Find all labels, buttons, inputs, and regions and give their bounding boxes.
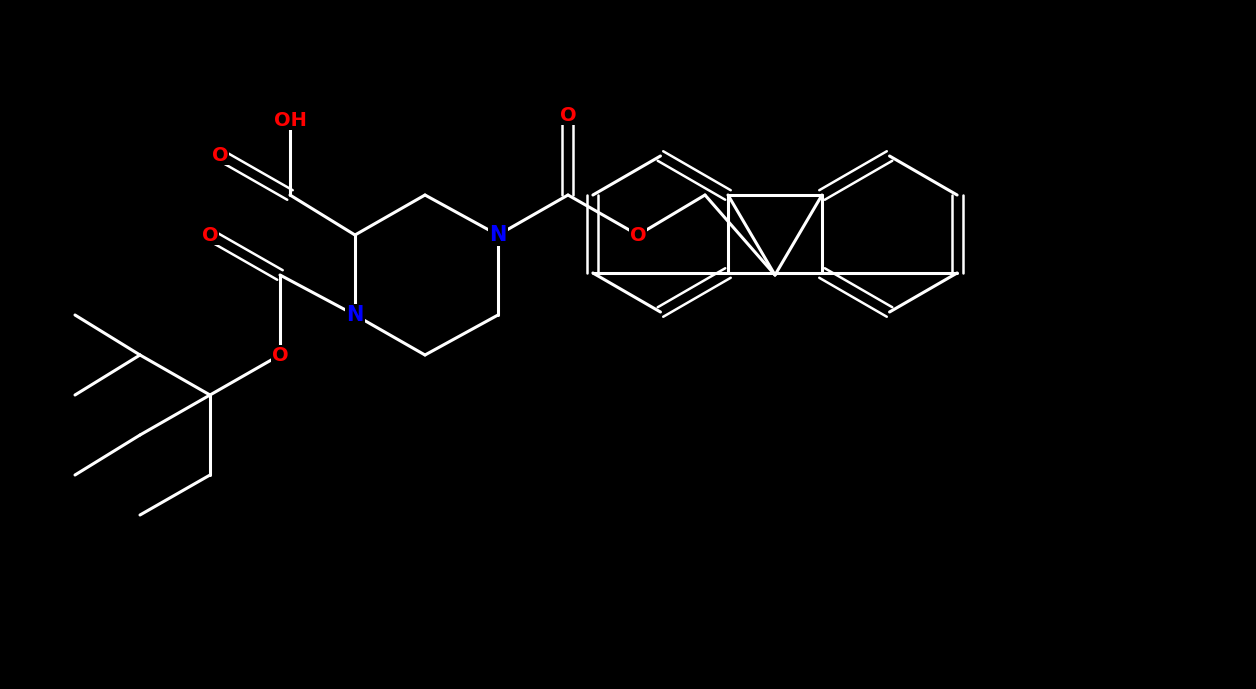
Text: O: O <box>212 145 229 165</box>
Text: OH: OH <box>274 110 306 130</box>
Text: N: N <box>490 225 506 245</box>
Text: O: O <box>629 225 647 245</box>
Text: O: O <box>560 105 577 125</box>
Text: O: O <box>271 345 289 364</box>
Text: O: O <box>202 225 219 245</box>
Text: N: N <box>347 305 364 325</box>
